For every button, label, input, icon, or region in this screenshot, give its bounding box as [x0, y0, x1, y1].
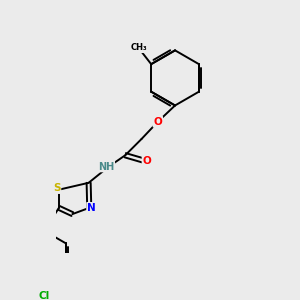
- Text: S: S: [53, 183, 61, 193]
- Text: Cl: Cl: [39, 290, 50, 300]
- Text: N: N: [87, 203, 96, 213]
- Text: NH: NH: [98, 161, 114, 172]
- Text: CH₃: CH₃: [130, 44, 147, 52]
- Text: O: O: [154, 117, 162, 127]
- Text: O: O: [142, 156, 151, 166]
